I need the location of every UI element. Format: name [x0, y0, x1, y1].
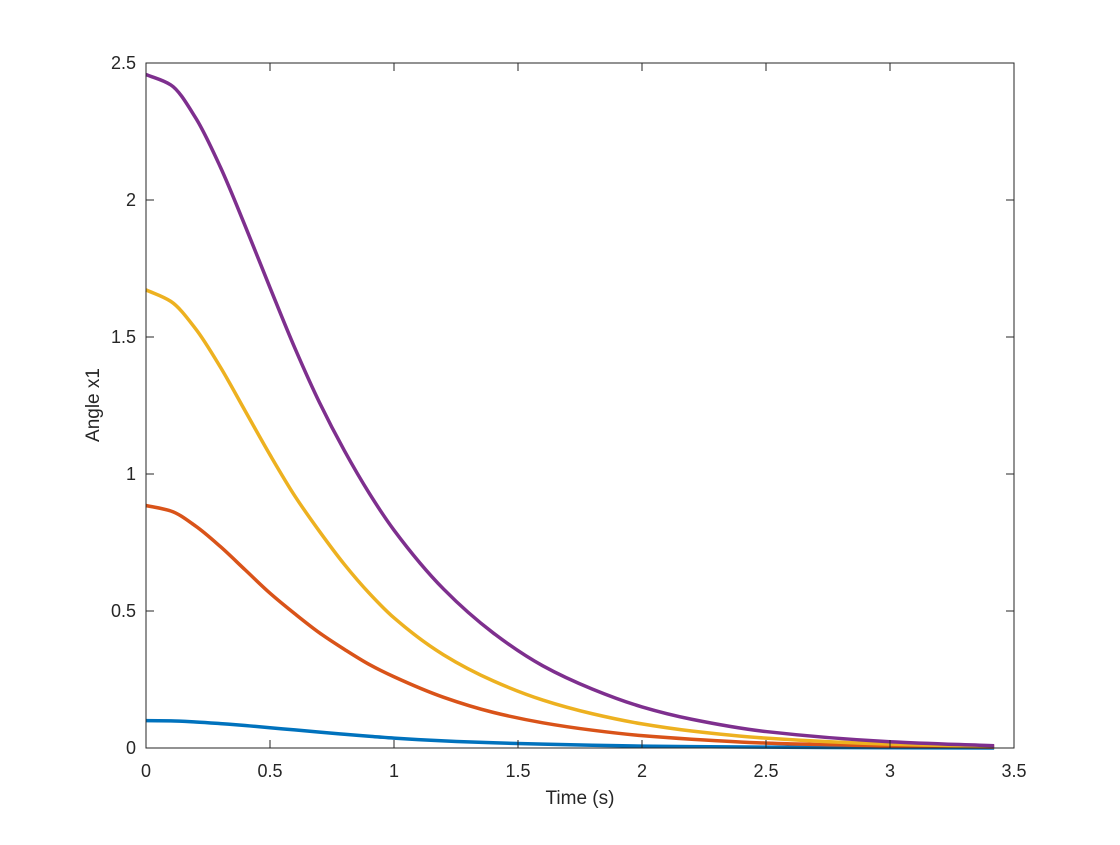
axes-box	[145, 62, 1015, 749]
y-tick-label: 1.5	[111, 327, 136, 347]
plot-area	[146, 63, 1014, 748]
y-tick-label: 2	[126, 190, 136, 210]
series-line-3	[145, 288, 995, 749]
y-axis-label: Angle x1	[83, 368, 104, 442]
series-line-2	[145, 503, 995, 749]
x-tick-label: 0	[141, 761, 151, 781]
y-tick-label: 0	[126, 738, 136, 758]
y-tick-label: 2.5	[111, 53, 136, 73]
y-tick-label: 0.5	[111, 601, 136, 621]
tick-layer: 0 0.5 1 1.5 2 2.5 3 3.5 0 0.5 1 1.5 2 2.5	[111, 53, 1027, 781]
series-line-4	[145, 72, 995, 748]
series-layer	[145, 72, 995, 750]
x-axis-label: Time (s)	[546, 788, 615, 809]
x-tick-label: 2.5	[753, 761, 778, 781]
x-tick-label: 3.5	[1001, 761, 1026, 781]
x-tick-label: 3	[885, 761, 895, 781]
series-line-1	[145, 718, 995, 750]
x-tick-label: 0.5	[257, 761, 282, 781]
x-tick-label: 1.5	[505, 761, 530, 781]
x-tick-label: 1	[389, 761, 399, 781]
x-tick-label: 2	[637, 761, 647, 781]
y-tick-label: 1	[126, 464, 136, 484]
